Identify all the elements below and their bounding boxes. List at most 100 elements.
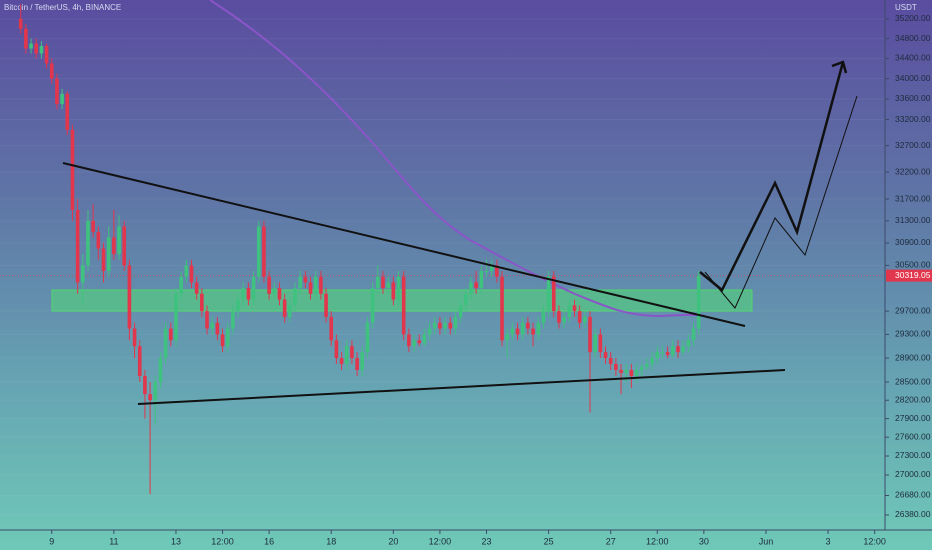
candle-body	[86, 220, 90, 266]
drawings-under	[0, 0, 885, 318]
x-tick-label: 18	[326, 536, 336, 546]
candle-body	[96, 231, 101, 249]
y-tick-label: 28900.00	[895, 352, 931, 362]
candle-body	[562, 316, 566, 323]
y-tick-label: 28500.00	[895, 376, 931, 386]
candle-body	[117, 226, 121, 255]
candle-body	[184, 265, 189, 277]
y-tick-label: 30500.00	[895, 260, 931, 270]
candle-body	[350, 346, 354, 359]
candle-body	[200, 293, 204, 312]
candle-body	[417, 340, 422, 344]
candle-body	[500, 276, 504, 341]
candle-body	[583, 316, 587, 323]
y-tick-label: 32700.00	[895, 140, 931, 150]
candle-body	[189, 265, 194, 283]
y-tick-label: 29700.00	[895, 305, 931, 315]
candle-body	[262, 226, 266, 277]
y-tick-label: 34400.00	[895, 53, 931, 63]
candle-body	[484, 271, 489, 273]
candle-body	[463, 293, 468, 306]
candle-body	[18, 18, 23, 29]
x-tick-label: 12:00	[211, 536, 234, 546]
candle-body	[365, 322, 370, 353]
y-tick-label: 33200.00	[895, 114, 931, 124]
candle-body	[438, 322, 442, 329]
projection-path	[699, 61, 845, 292]
candle-body	[215, 322, 220, 335]
candle-body	[101, 248, 106, 272]
candle-body	[391, 282, 396, 300]
y-tick-label: 28200.00	[895, 394, 931, 404]
x-tick-label: 23	[481, 536, 491, 546]
ascending-trendline	[137, 369, 786, 405]
candle-body	[645, 364, 649, 368]
candle-body	[277, 288, 282, 300]
candle-body	[80, 265, 85, 283]
candle-body	[158, 358, 163, 383]
candle-body	[696, 275, 701, 329]
candle-body	[412, 340, 416, 347]
candle-body	[153, 382, 158, 401]
x-tick-label: Jun	[759, 536, 774, 546]
candle-body	[536, 322, 541, 335]
candle-body	[676, 346, 680, 353]
drawings-over	[62, 60, 858, 405]
candle-body	[551, 276, 556, 312]
candle-body	[355, 358, 359, 370]
candle-body	[246, 288, 251, 300]
candle-body	[298, 276, 302, 289]
y-tick-label: 26680.00	[895, 490, 931, 500]
x-tick-label: 12:00	[646, 536, 669, 546]
y-tick-label: 29300.00	[895, 329, 931, 339]
candle-body	[515, 328, 520, 335]
x-tick-label: 27	[606, 536, 616, 546]
y-tick-label: 31700.00	[895, 193, 931, 203]
candle-body	[422, 334, 427, 344]
candle-body	[639, 367, 644, 370]
symbol-title: Bitcoin / TetherUS, 4h, BINANCE	[4, 3, 121, 12]
moving-average	[209, 0, 706, 318]
y-tick-label: 32200.00	[895, 166, 931, 176]
candle-body	[65, 93, 70, 130]
x-tick-label: 9	[49, 536, 54, 546]
candle-body	[691, 328, 696, 341]
candle-body	[557, 311, 561, 323]
candle-body	[598, 334, 603, 353]
candle-body	[168, 328, 173, 341]
candle-body	[686, 340, 691, 347]
candle-body	[453, 316, 458, 329]
candle-body	[324, 293, 328, 317]
candle-body	[122, 226, 127, 266]
candle-body	[319, 276, 323, 294]
y-tick-label: 27900.00	[895, 413, 931, 423]
candle-body	[293, 288, 297, 306]
candle-body	[303, 276, 308, 283]
candle-body	[112, 237, 116, 255]
candle-body	[344, 346, 349, 365]
candle-body	[427, 328, 432, 335]
y-tick-label: 33600.00	[895, 93, 931, 103]
descending-trendline	[62, 162, 746, 327]
candle-body	[220, 334, 225, 347]
candle-body	[329, 316, 334, 341]
candle-body	[225, 328, 230, 347]
x-tick-label: 16	[264, 536, 274, 546]
candle-body	[55, 78, 59, 105]
candle-body	[629, 369, 634, 376]
candle-body	[505, 334, 510, 341]
candle-body	[479, 271, 484, 289]
candle-body	[34, 43, 39, 54]
y-tick-label: 27000.00	[895, 469, 931, 479]
candle-body	[531, 328, 535, 335]
candle-body	[339, 358, 344, 365]
candle-body	[308, 282, 313, 294]
candle-body	[29, 43, 33, 49]
candle-body	[608, 358, 613, 365]
x-tick-label: 3	[826, 536, 831, 546]
candle-body	[179, 276, 183, 294]
candle-body	[614, 364, 618, 370]
candle-body	[210, 322, 215, 329]
projection-path-alt	[704, 95, 858, 309]
candle-body	[143, 375, 147, 395]
